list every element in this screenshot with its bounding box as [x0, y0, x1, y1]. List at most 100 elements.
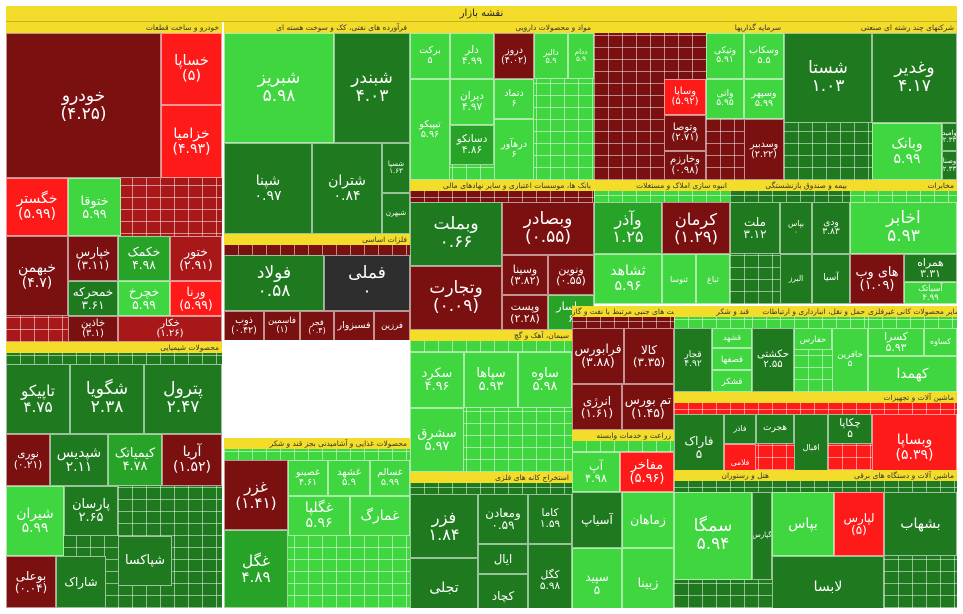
- stock-tile[interactable]: سمگا ۵.۹۴: [674, 492, 752, 580]
- stock-tile[interactable]: کهمدا: [868, 356, 957, 392]
- stock-tile[interactable]: قجار ۴.۹۲: [674, 328, 712, 392]
- stock-tile[interactable]: دروز (۴.۰۲): [494, 33, 534, 79]
- stock-tile[interactable]: شگویا ۲.۳۸: [70, 364, 144, 434]
- stock-tile[interactable]: فجر (۰.۴): [300, 311, 334, 340]
- stock-tile[interactable]: سکرد ۴.۹۶: [410, 352, 464, 408]
- stock-tile[interactable]: کاما ۱.۵۹: [528, 494, 572, 544]
- stock-tile[interactable]: نوری (۰.۲۱): [6, 434, 50, 486]
- stock-tile[interactable]: هجرت: [756, 414, 794, 444]
- stock-tile[interactable]: اقبال: [794, 414, 828, 470]
- stock-tile[interactable]: وآذر ۱.۲۵: [594, 202, 662, 254]
- stock-tile[interactable]: البرز: [780, 254, 812, 304]
- stock-tile[interactable]: وسپهر ۵.۹۹: [744, 79, 784, 119]
- stock-tile[interactable]: دلر ۴.۹۹: [450, 33, 494, 79]
- stock-tile[interactable]: وبانک ۵.۹۹: [872, 123, 942, 180]
- stock-tile[interactable]: خاذین (۳.۱): [68, 316, 118, 342]
- stock-tile[interactable]: ساوه ۵.۹۸: [518, 352, 572, 408]
- stock-tile[interactable]: بپاس ۰: [780, 202, 812, 254]
- stock-tile[interactable]: قصفها: [712, 348, 752, 370]
- stock-tile[interactable]: بپاس: [772, 492, 834, 556]
- stock-tile[interactable]: وصنا ۲.۳۳: [942, 151, 957, 180]
- stock-tile[interactable]: دالبر ۵.۹: [534, 33, 568, 79]
- stock-tile[interactable]: فاراک ۵: [674, 414, 724, 470]
- stock-tile[interactable]: غگل ۴.۸۹: [224, 530, 288, 608]
- stock-tile[interactable]: وسدبیر (۲.۲۲): [744, 119, 784, 180]
- stock-tile[interactable]: فرابورس (۳.۸۸): [572, 328, 624, 384]
- stock-tile[interactable]: وتوصا (۲.۷۱): [664, 115, 706, 151]
- stock-tile[interactable]: ملت ۳.۱۲: [730, 202, 780, 254]
- stock-tile[interactable]: وسکاب ۵.۵: [744, 33, 784, 79]
- stock-tile[interactable]: فاذر: [724, 414, 756, 444]
- stock-tile[interactable]: خچرخ ۵.۹۹: [118, 281, 170, 316]
- stock-tile[interactable]: ثنوسا: [662, 254, 696, 304]
- stock-tile[interactable]: تم بورس (۱.۴۵): [622, 384, 674, 430]
- stock-tile[interactable]: پارسان ۲.۶۵: [64, 486, 118, 536]
- stock-tile[interactable]: کیمیاتک ۴.۷۸: [108, 434, 162, 486]
- stock-tile[interactable]: کسرا ۵.۹۳: [868, 328, 924, 356]
- stock-tile[interactable]: تیپیکو ۵.۹۶: [410, 79, 450, 180]
- stock-tile[interactable]: پترول ۲.۴۷: [144, 364, 222, 434]
- stock-tile[interactable]: قشکر: [712, 370, 752, 392]
- stock-tile[interactable]: ختوقا ۵.۹۹: [68, 178, 121, 236]
- stock-tile[interactable]: ثشاهد ۵.۹۶: [594, 254, 662, 304]
- stock-tile[interactable]: خودرو (۴.۲۵): [6, 33, 161, 178]
- stock-tile[interactable]: غشهد ۵.۹: [328, 460, 370, 496]
- stock-tile[interactable]: دتماد ۶: [494, 79, 534, 119]
- stock-tile[interactable]: چکاپا ۵: [828, 414, 872, 444]
- stock-tile[interactable]: شبهرن: [382, 193, 410, 234]
- stock-tile[interactable]: ذوب (۰.۴۲): [224, 311, 264, 340]
- stock-tile[interactable]: سپید ۵: [572, 548, 622, 608]
- stock-tile[interactable]: واتی ۵.۹۵: [706, 79, 744, 119]
- stock-tile[interactable]: ونوین (۰.۵۵): [548, 255, 594, 295]
- stock-tile[interactable]: کگل ۵.۹۸: [528, 544, 572, 608]
- stock-tile[interactable]: آپ ۴.۹۸: [572, 452, 620, 492]
- stock-tile[interactable]: لابسا: [772, 556, 884, 608]
- stock-tile[interactable]: قشهد: [712, 328, 752, 348]
- stock-tile[interactable]: غگلپا ۵.۹۶: [288, 496, 350, 536]
- stock-tile[interactable]: خگستر (۵.۹۹): [6, 178, 68, 236]
- stock-tile[interactable]: شپاکسا: [118, 536, 172, 586]
- stock-tile[interactable]: ورنا (۵.۹۹): [170, 281, 222, 316]
- stock-tile[interactable]: بشهاب: [884, 492, 957, 556]
- stock-tile[interactable]: شپدیس ۲.۱۱: [50, 434, 108, 486]
- stock-tile[interactable]: بوعلی (۰.۰۴): [6, 556, 56, 608]
- stock-tile[interactable]: لپارس (۵): [834, 492, 884, 556]
- stock-tile[interactable]: شپنا ۰.۹۷: [224, 143, 312, 234]
- stock-tile[interactable]: وساپا (۵.۹۲): [664, 79, 706, 115]
- stock-tile[interactable]: ختور (۲.۹۱): [170, 236, 222, 281]
- stock-tile[interactable]: برکت ۵: [410, 33, 450, 79]
- stock-tile[interactable]: فرزین: [374, 311, 410, 340]
- stock-tile[interactable]: سشرق ۵.۹۷: [410, 408, 464, 472]
- stock-tile[interactable]: شسپا ۱.۶۳: [382, 143, 410, 193]
- stock-tile[interactable]: حکشتی ۲.۵۵: [752, 328, 794, 392]
- stock-tile[interactable]: مفاخر (۵.۹۶): [620, 452, 674, 492]
- stock-tile[interactable]: شبریز ۵.۹۸: [224, 33, 334, 143]
- stock-tile[interactable]: فلامی: [724, 444, 756, 470]
- stock-tile[interactable]: ودی ۳.۸۳: [812, 202, 850, 254]
- stock-tile[interactable]: شاراک: [56, 556, 106, 608]
- stock-tile[interactable]: تاپیکو ۴.۷۵: [6, 364, 70, 434]
- stock-tile[interactable]: آسیاتک ۴.۹۹: [904, 282, 957, 304]
- stock-tile[interactable]: دسانکو ۴.۸۶: [450, 125, 494, 165]
- stock-tile[interactable]: شبندر ۴.۰۳: [334, 33, 410, 143]
- stock-tile[interactable]: ایال: [478, 544, 528, 574]
- stock-tile[interactable]: همراه ۳.۳۱: [904, 254, 957, 282]
- stock-tile[interactable]: خزامیا (۴.۹۳): [161, 105, 222, 178]
- stock-tile[interactable]: خمحرکه ۳.۶۱: [68, 281, 118, 316]
- stock-tile[interactable]: فولاد ۰.۵۸: [224, 255, 324, 311]
- stock-tile[interactable]: حفارس: [794, 328, 832, 350]
- stock-tile[interactable]: غصینو ۴.۶۱: [288, 460, 328, 496]
- stock-tile[interactable]: درهآور ۶: [494, 119, 534, 180]
- stock-tile[interactable]: وبصادر (۰.۵۵): [502, 202, 594, 255]
- stock-tile[interactable]: وپست (۲.۲۸): [502, 295, 548, 330]
- stock-tile[interactable]: اخابر ۵.۹۳: [850, 202, 957, 254]
- stock-tile[interactable]: خکار (۱.۲۶): [118, 316, 222, 342]
- stock-tile[interactable]: خساپا (۵): [161, 33, 222, 105]
- stock-tile[interactable]: ثباغ: [696, 254, 730, 304]
- stock-tile[interactable]: حافرین ۵: [832, 328, 868, 392]
- stock-tile[interactable]: وامید ۲.۳۳: [942, 123, 957, 151]
- stock-tile[interactable]: وخارزم (۰.۹۸): [664, 151, 706, 180]
- stock-tile[interactable]: تجلی: [410, 558, 478, 608]
- stock-tile[interactable]: گپارس: [752, 492, 772, 580]
- stock-tile[interactable]: زبینا: [622, 548, 674, 608]
